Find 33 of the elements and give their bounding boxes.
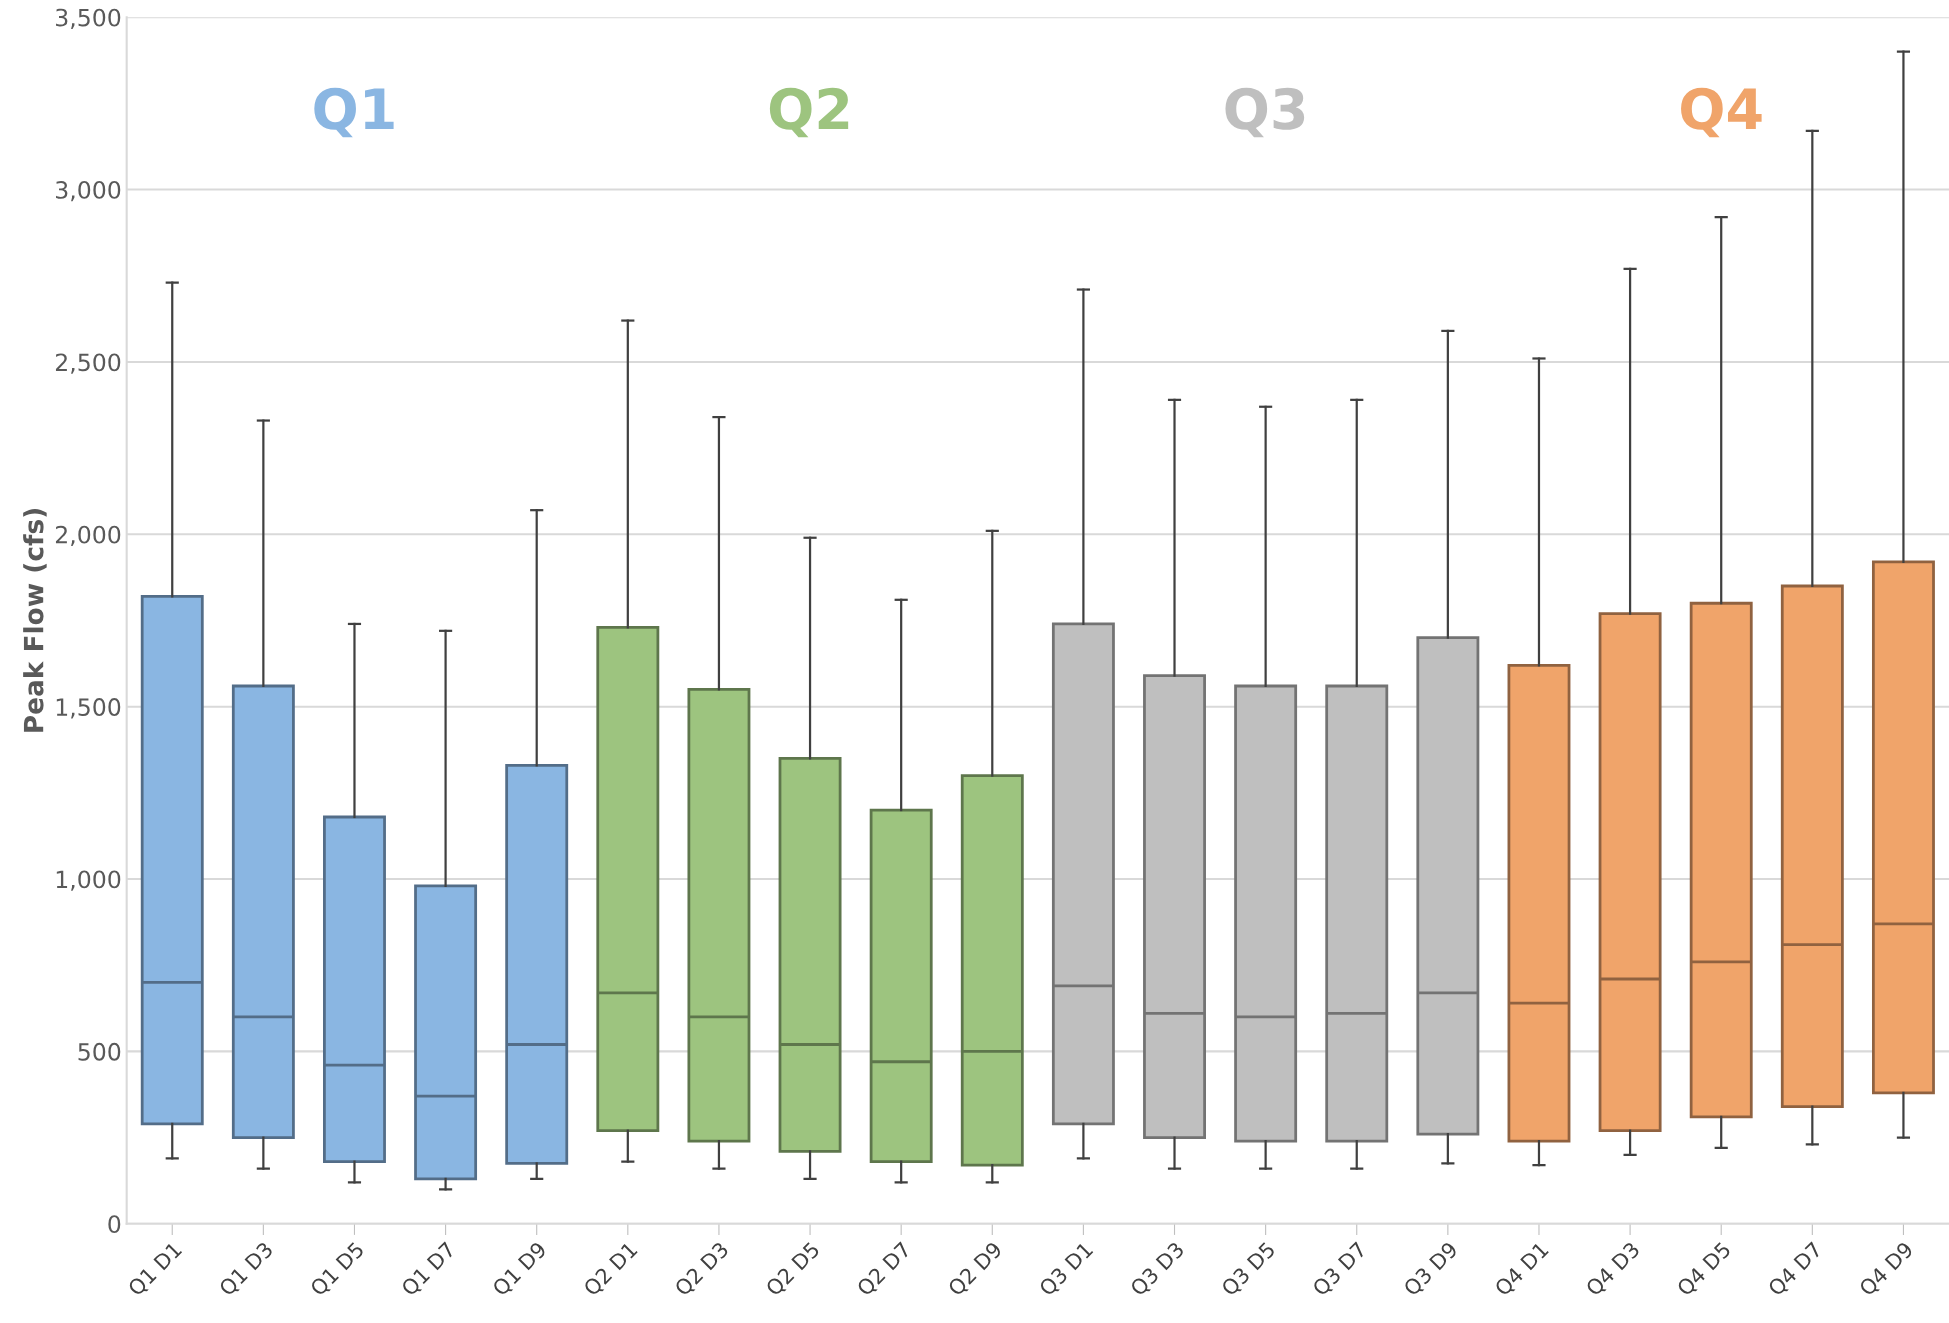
x-tick-label: Q2 D9 — [947, 1241, 1005, 1299]
x-tick-label: Q2 D5 — [764, 1241, 822, 1299]
x-tick-label: Q1 D3 — [218, 1241, 276, 1299]
text: Q3 — [1225, 87, 1305, 138]
x-tick-label: Q4 D3 — [1584, 1241, 1643, 1299]
y-tick-label: 500 — [78, 1042, 121, 1061]
y-tick-label: 1,500 — [56, 698, 121, 719]
x-tick-label: Q4 D7 — [1767, 1241, 1825, 1299]
x-tick-label: Q3 D3 — [1129, 1241, 1187, 1299]
x-tick-label: Q3 D1 — [1038, 1241, 1096, 1299]
y-tick-label: 1,000 — [56, 870, 121, 891]
y-axis-title: Peak Flow (cfs) — [23, 509, 47, 732]
y-tick-label: 2,500 — [55, 353, 121, 374]
x-tick-label: Q1 D5 — [309, 1241, 367, 1299]
x-tick-label: Q2 D7 — [855, 1241, 913, 1299]
x-tick-label: Q4 D9 — [1858, 1241, 1916, 1299]
y-tick-label: 3,000 — [56, 181, 121, 202]
x-tick-label: Q2 D1 — [582, 1241, 640, 1299]
x-tick-label: Q4 D1 — [1493, 1241, 1551, 1299]
y-tick-label: 0 — [108, 1215, 121, 1234]
x-tick-label: Q1 D9 — [491, 1241, 549, 1299]
text: Q2 — [769, 87, 849, 138]
y-tick-label: 3,500 — [56, 8, 121, 29]
y-tick-label: 2,000 — [55, 525, 121, 547]
x-tick-label: Q1 D1 — [126, 1241, 184, 1299]
x-tick-label: Q4 D5 — [1675, 1241, 1734, 1299]
text: Q1 — [314, 87, 394, 138]
x-tick-label: Q3 D9 — [1402, 1241, 1460, 1299]
x-tick-label: Q3 D7 — [1311, 1241, 1369, 1299]
x-tick-label: Q3 D5 — [1220, 1241, 1278, 1299]
text: Q4 — [1681, 87, 1762, 138]
x-tick-label: Q2 D3 — [673, 1241, 731, 1299]
x-tick-label: Q1 D7 — [400, 1241, 458, 1299]
